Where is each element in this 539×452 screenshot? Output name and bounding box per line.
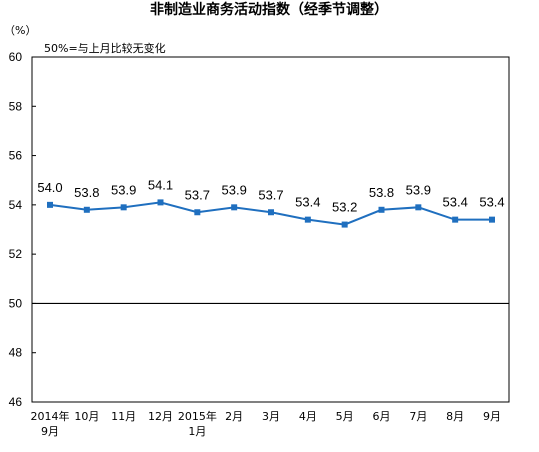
x-tick-label-line: 2015年 xyxy=(178,409,217,423)
x-tick-label-line: 11月 xyxy=(111,410,136,423)
x-tick-label-line: 9月 xyxy=(483,410,501,423)
data-point-marker xyxy=(341,221,348,228)
chart-title: 非制造业商务活动指数（经季节调整） xyxy=(150,1,388,18)
x-tick-label-line: 3月 xyxy=(262,410,280,423)
data-label: 53.8 xyxy=(369,185,394,200)
x-tick-label: 7月 xyxy=(409,410,427,423)
x-tick-label: 3月 xyxy=(262,410,280,423)
x-tick-label-line: 5月 xyxy=(336,410,354,423)
x-tick-label: 5月 xyxy=(336,410,354,423)
data-label: 54.1 xyxy=(148,177,173,192)
y-tick-label: 56 xyxy=(9,149,23,163)
data-point-marker xyxy=(489,216,495,223)
data-labels: 54.0 53.8 53.9 54.1 53.7 53.9 53.7 53.4 53.2 53.8… xyxy=(37,177,504,214)
data-label: 53.4 xyxy=(443,195,468,210)
data-point-marker xyxy=(415,204,422,211)
x-tick-label: 2月 xyxy=(225,410,243,423)
series-markers xyxy=(47,199,495,228)
y-tick-label: 60 xyxy=(9,50,23,64)
x-tick-label-line: 8月 xyxy=(446,410,464,423)
data-label: 53.8 xyxy=(74,185,99,200)
data-label: 53.9 xyxy=(222,182,247,197)
reference-annotation: 50%=与上月比较无变化 xyxy=(44,41,166,55)
data-label: 53.9 xyxy=(406,182,431,197)
data-point-marker xyxy=(378,206,385,213)
y-tick-label: 46 xyxy=(9,395,23,409)
data-point-marker xyxy=(194,209,201,216)
x-tick-label: 11月 xyxy=(111,410,136,423)
plot-frame xyxy=(31,56,510,403)
x-tick-label: 10月 xyxy=(74,410,99,423)
y-tick-label: 48 xyxy=(9,346,23,360)
x-tick-label: 12月 xyxy=(148,410,173,423)
y-axis-ticks: 60 58 56 54 52 50 48 46 xyxy=(9,50,36,409)
x-tick-label-line: 7月 xyxy=(409,410,427,423)
x-tick-label: 9月 xyxy=(483,410,501,423)
x-tick-label: 4月 xyxy=(299,410,317,423)
data-point-marker xyxy=(83,206,90,213)
x-tick-label-line: 1月 xyxy=(188,425,206,438)
data-point-marker xyxy=(304,216,311,223)
data-point-marker xyxy=(231,204,238,211)
y-tick-label: 52 xyxy=(9,247,23,261)
data-label: 53.7 xyxy=(185,187,210,202)
data-point-marker xyxy=(157,199,164,206)
data-point-marker xyxy=(47,201,53,208)
x-tick-label-line: 12月 xyxy=(148,410,173,423)
x-tick-label-line: 4月 xyxy=(299,410,317,423)
data-label: 53.4 xyxy=(479,195,504,210)
data-point-marker xyxy=(452,216,459,223)
data-label: 53.9 xyxy=(111,182,136,197)
x-tick-label: 6月 xyxy=(373,410,391,423)
x-tick-label: 8月 xyxy=(446,410,464,423)
data-label: 53.2 xyxy=(332,200,357,215)
x-tick-label-line: 2月 xyxy=(225,410,243,423)
y-tick-label: 58 xyxy=(9,99,23,113)
data-point-marker xyxy=(120,204,127,211)
data-label: 53.4 xyxy=(295,195,320,210)
y-tick-label: 54 xyxy=(9,198,23,212)
x-tick-label-line: 9月 xyxy=(41,425,59,438)
data-point-marker xyxy=(268,209,274,216)
y-tick-label: 50 xyxy=(9,296,23,310)
x-tick-label-line: 10月 xyxy=(74,410,99,423)
data-label: 54.0 xyxy=(37,180,62,195)
data-label: 53.7 xyxy=(258,187,283,202)
y-axis-unit-label: （%） xyxy=(4,24,36,37)
x-tick-label-line: 6月 xyxy=(373,410,391,423)
x-axis-ticks: 2014年 9月 10月 11月 12月 2015年 1月 2月 3月 4月 5月 6月 7月 8月 9月 xyxy=(31,409,502,438)
x-tick-label: 2014年 9月 xyxy=(31,409,70,438)
x-tick-label: 2015年 1月 xyxy=(178,409,217,438)
x-tick-label-line: 2014年 xyxy=(31,409,70,423)
